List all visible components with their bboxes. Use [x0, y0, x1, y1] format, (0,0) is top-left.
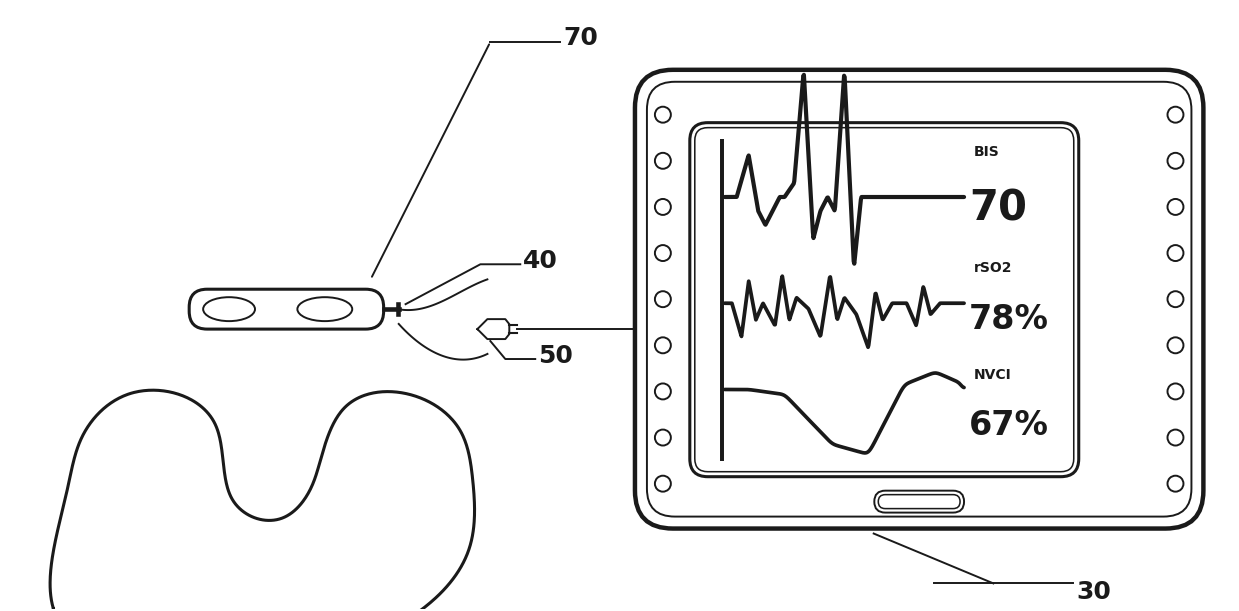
Polygon shape [477, 319, 509, 339]
Text: NVCI: NVCI [974, 367, 1012, 381]
Text: BIS: BIS [974, 145, 1000, 159]
FancyBboxPatch shape [875, 491, 964, 513]
Text: 30: 30 [1077, 580, 1111, 604]
Text: 50: 50 [538, 344, 574, 368]
Text: 70: 70 [564, 26, 598, 50]
Text: 78%: 78% [969, 303, 1049, 336]
FancyBboxPatch shape [634, 70, 1203, 529]
Text: 70: 70 [969, 187, 1027, 229]
FancyBboxPatch shape [190, 289, 384, 329]
FancyBboxPatch shape [690, 123, 1079, 477]
Text: rSO2: rSO2 [974, 262, 1012, 276]
Text: 67%: 67% [969, 409, 1049, 442]
Text: 40: 40 [523, 249, 558, 273]
